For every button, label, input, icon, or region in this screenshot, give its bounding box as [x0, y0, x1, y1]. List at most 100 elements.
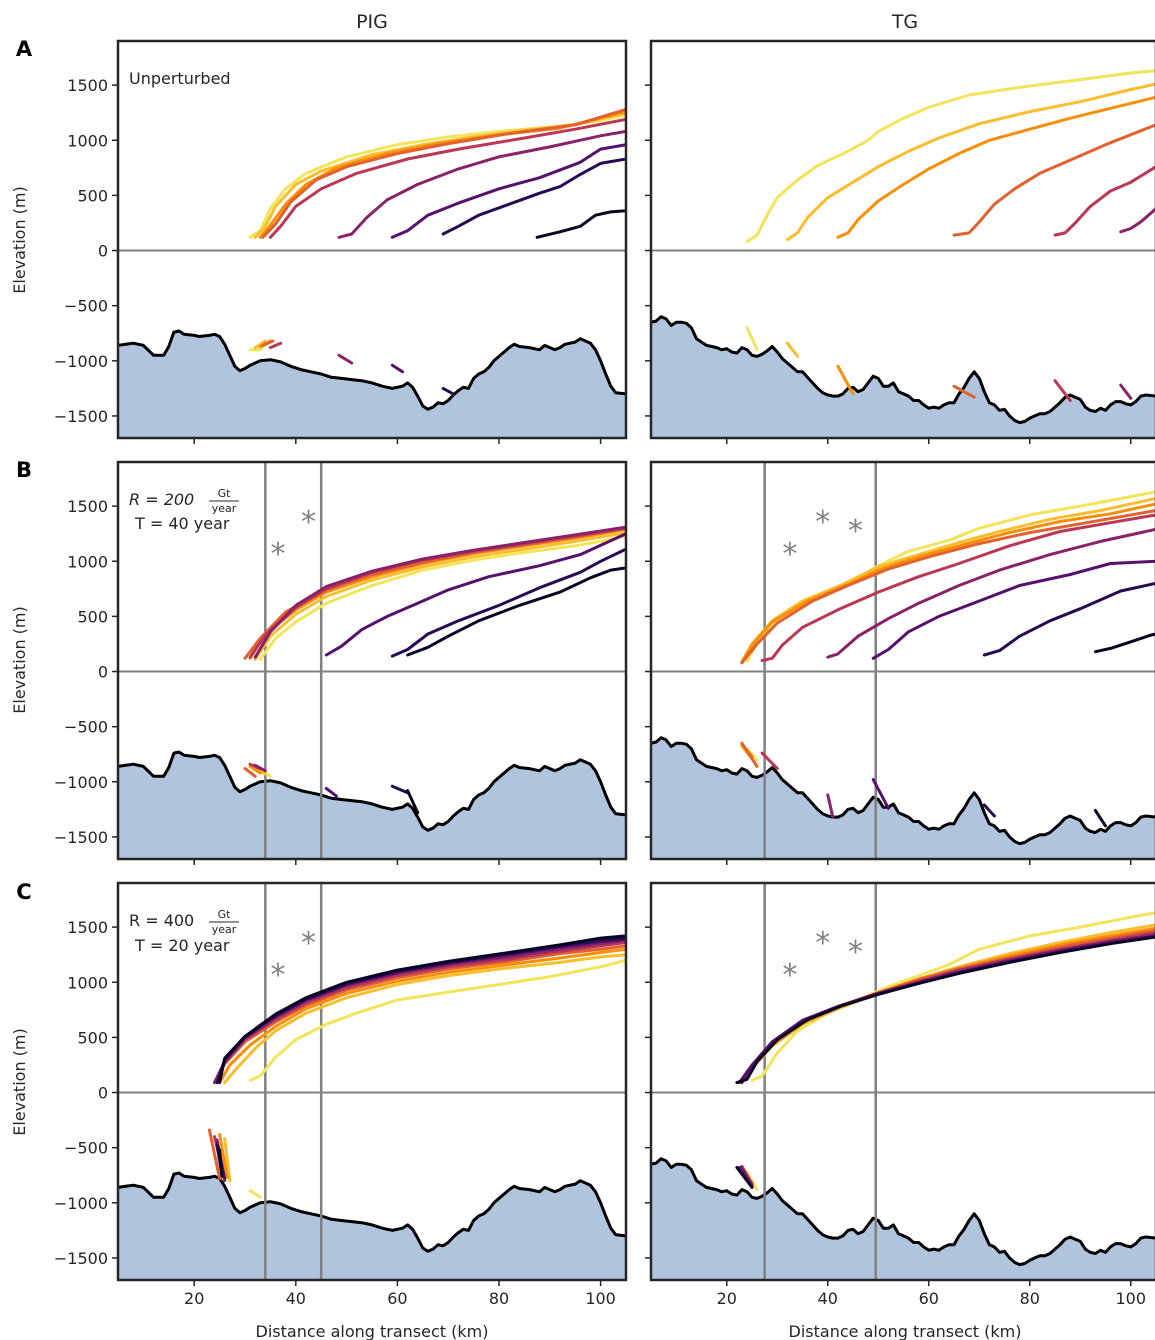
- ice-surface-line: [406, 566, 626, 657]
- panel-letter-c: C: [16, 880, 31, 904]
- y-tick-label: −500: [64, 718, 108, 737]
- ice-base-line: [760, 751, 779, 771]
- y-tick-label: −1000: [54, 773, 108, 792]
- x-tick-label: 100: [1115, 1289, 1146, 1308]
- ice-surface-line: [982, 581, 1155, 657]
- y-tick-label: −500: [64, 297, 108, 316]
- y-tick-label: −1500: [54, 1249, 108, 1268]
- ice-base-line: [390, 784, 410, 795]
- panel-A-tg: [645, 39, 1155, 444]
- panel-B-pig: −1500 −1000 −500 0 500 1000 1500 * *: [54, 460, 628, 865]
- ice-surface-line: [745, 490, 1155, 664]
- y-tick-label: 500: [77, 186, 108, 205]
- bedrock-fill: [651, 737, 1155, 859]
- ice-surface-line: [740, 502, 1155, 665]
- ice-surface-line: [441, 157, 626, 236]
- ice-base-line: [836, 364, 855, 396]
- ice-base-line: [248, 764, 262, 775]
- ice-surface-line: [871, 559, 1155, 660]
- x-tick-label: 80: [1020, 1289, 1040, 1308]
- ice-surface-line: [223, 953, 626, 1085]
- y-tick-label: 1000: [67, 552, 108, 571]
- ice-base-line: [1093, 809, 1107, 828]
- y-tick-label: 500: [77, 1028, 108, 1047]
- ice-base-line: [952, 384, 976, 399]
- x-tick-label: 80: [489, 1289, 509, 1308]
- ice-surface-line: [218, 947, 626, 1085]
- panel-frame: [116, 39, 628, 440]
- annotation-b-rate: R = 200: [129, 490, 194, 509]
- ice-surface-line: [836, 95, 1155, 239]
- ice-surface-line: [740, 931, 1155, 1085]
- annotation-b-unit-num: Gt: [218, 487, 232, 500]
- ice-base-line: [871, 778, 890, 810]
- ice-surface-line: [826, 527, 1155, 659]
- ice-base-line: [740, 741, 759, 768]
- ice-surface-line: [248, 958, 626, 1082]
- ice-base-line: [207, 1128, 222, 1180]
- annotation-b: R = 200 Gt year T = 40 year: [129, 487, 239, 533]
- y-tick-label: −1000: [54, 352, 108, 371]
- bedrock-fill: [651, 1158, 1155, 1280]
- ice-surface-line: [740, 929, 1155, 1085]
- x-tick-label: 40: [818, 1289, 838, 1308]
- ice-surface-line: [218, 934, 626, 1085]
- ice-surface-line: [1119, 207, 1155, 234]
- panel-C-tg: 20 40 60 80 100 * * *: [645, 881, 1155, 1308]
- y-tick-label: 0: [98, 1084, 108, 1103]
- y-tick-label: −1500: [54, 407, 108, 426]
- ice-surface-line: [740, 926, 1155, 1085]
- x-tick-label: 60: [919, 1289, 939, 1308]
- y-tick-label: −500: [64, 1139, 108, 1158]
- xlabel-tg: Distance along transect (km): [789, 1322, 1022, 1340]
- ice-surface-line: [1093, 632, 1155, 654]
- asterisk-marker: *: [815, 505, 830, 540]
- ice-base-line: [268, 341, 283, 350]
- ice-surface-line: [740, 933, 1155, 1085]
- y-tick-label: 500: [77, 607, 108, 626]
- ice-surface-line: [740, 509, 1155, 665]
- xlabel-pig: Distance along transect (km): [256, 1322, 489, 1340]
- ice-base-line: [218, 1132, 229, 1179]
- ice-surface-line: [261, 107, 626, 239]
- annotation-c-unit-num: Gt: [218, 908, 232, 921]
- ice-surface-line: [952, 123, 1155, 237]
- y-tick-label: 1500: [67, 76, 108, 95]
- ice-surface-line: [258, 534, 626, 661]
- asterisk-marker: *: [848, 514, 863, 549]
- ice-surface-line: [253, 525, 626, 659]
- y-tick-label: 0: [98, 663, 108, 682]
- ylabel-a: Elevation (m): [10, 186, 29, 293]
- y-tick-label: 1500: [67, 497, 108, 516]
- column-title-tg: TG: [891, 11, 918, 33]
- ice-surface-line: [740, 923, 1155, 1085]
- ice-surface-line: [324, 532, 626, 657]
- ice-base-line: [253, 763, 267, 773]
- panel-letter-a: A: [16, 37, 33, 61]
- ice-surface-line: [535, 209, 626, 239]
- ice-base-line: [390, 363, 404, 374]
- panel-frame: [116, 460, 628, 861]
- y-tick-label: 1000: [67, 131, 108, 150]
- ice-base-line: [243, 767, 257, 778]
- ice-surface-line: [750, 911, 1155, 1082]
- annotation-c-unit-den: year: [212, 923, 237, 936]
- ice-base-line: [324, 786, 338, 798]
- panel-frame: [649, 881, 1155, 1282]
- panel-frame: [649, 39, 1155, 440]
- ice-base-line: [248, 1189, 262, 1199]
- x-tick-label: 20: [717, 1289, 737, 1308]
- annotation-unperturbed: Unperturbed: [129, 69, 231, 88]
- ice-base-line: [745, 326, 759, 352]
- bed-line: [118, 329, 626, 411]
- ice-base-line: [1119, 383, 1133, 400]
- y-tick-label: −1000: [54, 1194, 108, 1213]
- bed-line: [651, 736, 1155, 846]
- asterisk-marker: *: [782, 537, 797, 572]
- ylabel-b: Elevation (m): [10, 606, 29, 713]
- y-tick-label: 1500: [67, 918, 108, 937]
- ice-surface-line: [390, 143, 626, 239]
- asterisk-marker: *: [301, 505, 316, 540]
- bed-line: [118, 750, 626, 832]
- annotation-b-unit-den: year: [212, 502, 237, 515]
